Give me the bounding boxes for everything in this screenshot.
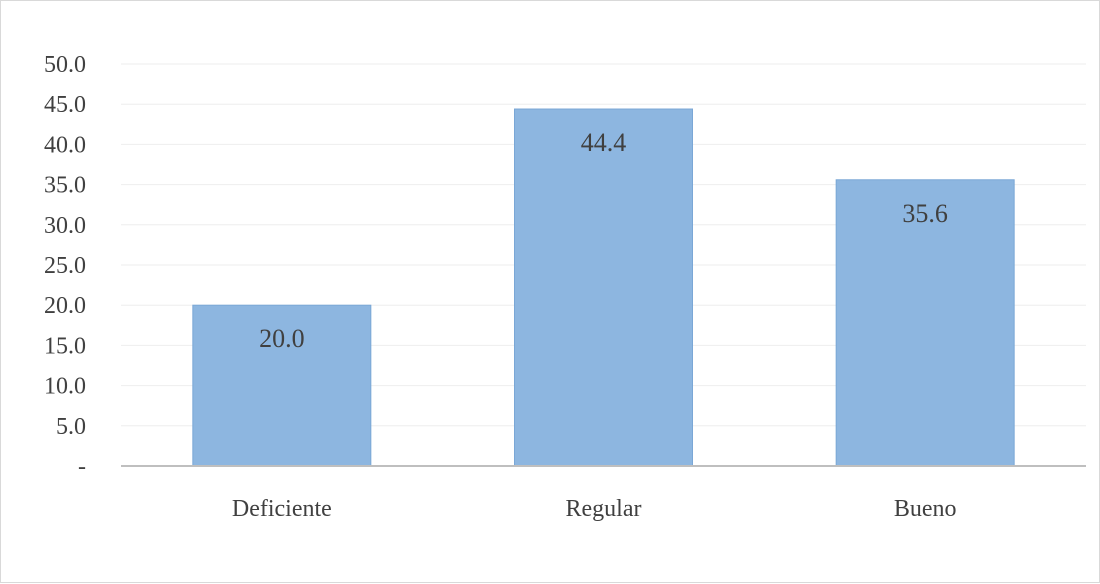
y-tick-label: 10.0 xyxy=(44,374,86,400)
y-tick-label: 25.0 xyxy=(44,253,86,279)
bar xyxy=(835,179,1015,467)
y-tick-label: 15.0 xyxy=(44,333,86,359)
x-category-label: Regular xyxy=(566,496,642,522)
y-tick-label: 35.0 xyxy=(44,173,86,199)
y-tick-label: 20.0 xyxy=(44,293,86,319)
bar xyxy=(514,108,693,467)
y-tick-label: 40.0 xyxy=(44,132,86,158)
y-tick-label: - xyxy=(78,454,86,480)
y-tick-label: 30.0 xyxy=(44,213,86,239)
bar xyxy=(192,304,372,467)
x-category-label: Deficiente xyxy=(232,496,332,522)
data-label: 44.4 xyxy=(581,128,627,157)
data-label: 35.6 xyxy=(902,199,948,228)
y-tick-label: 45.0 xyxy=(44,92,86,118)
y-tick-label: 5.0 xyxy=(56,414,86,440)
data-label: 20.0 xyxy=(259,324,305,353)
x-category-label: Bueno xyxy=(894,496,957,522)
y-tick-label: 50.0 xyxy=(44,52,86,78)
